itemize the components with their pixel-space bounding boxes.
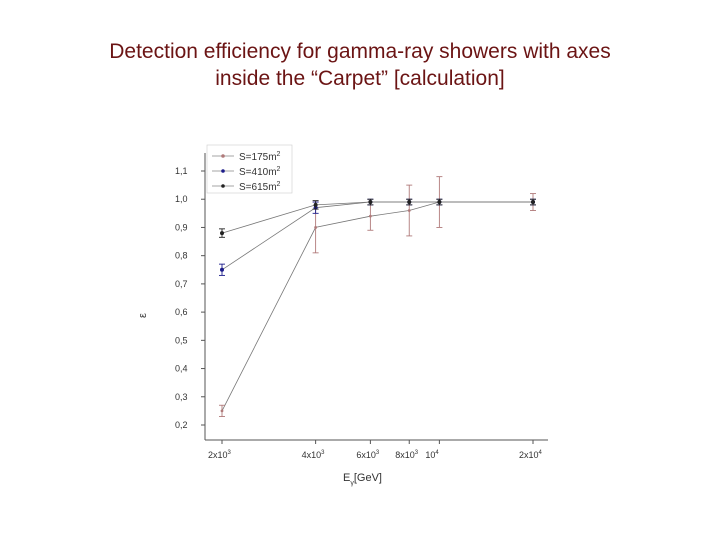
data-point [407,200,412,205]
y-tick-label: 0,2 [175,420,188,430]
legend-label: S=615m2 [239,181,281,193]
series-line [221,201,533,271]
legend-label-name: S=175m [239,152,277,163]
x-tick-label-base: 2x10 [519,450,539,460]
data-point [437,200,442,205]
data-point [313,202,318,207]
legend-marker [221,154,225,158]
data-point [531,200,535,205]
y-tick-label: 0,4 [175,364,188,374]
x-tick-label-base: 10 [425,450,435,460]
legend-label-sup: 2 [277,181,281,188]
x-tick-label: 104 [425,450,439,460]
legend-label: S=175m2 [239,151,281,163]
x-tick-label-exp: 3 [228,450,232,456]
x-tick-label-base: 2x10 [208,450,228,460]
series-3 [219,198,536,238]
x-axis-label-sub: γ [350,480,354,487]
x-tick-label: 6x103 [356,450,380,460]
y-tick-label: 0,5 [175,335,188,345]
data-point [220,231,224,236]
title-line-1: Detection efficiency for gamma-ray showe… [109,40,611,63]
x-tick-label-exp: 3 [376,450,380,456]
data-point [220,409,224,413]
legend-label-sup: 2 [277,151,281,158]
legend-box [206,144,293,194]
data-point [220,267,224,272]
legend-label: S=410m2 [239,166,281,178]
y-tick-label: 0,8 [175,251,188,261]
series-line [221,201,533,412]
slide-title: Detection efficiency for gamma-ray showe… [40,38,680,92]
legend-label-sup: 2 [277,166,281,173]
legend-label-name: S=410m [239,167,277,178]
legend-marker [221,169,225,173]
data-point [314,226,318,229]
y-tick-label: 1,1 [175,166,188,176]
y-tick-label: 0,9 [175,222,188,232]
legend-label-name: S=615m [239,182,277,193]
series-2 [219,198,536,276]
x-axis-label: Eγ[GeV] [343,472,382,487]
x-axis-label-unit: [GeV] [354,472,382,484]
x-tick-label-base: 8x10 [395,450,415,460]
x-ticks: 2x103 4x103 6x103 8x103 104 2x104 [208,440,543,460]
x-tick-label-base: 6x10 [356,450,376,460]
y-tick-label: 0,6 [175,307,188,317]
title-line-2: inside the “Carpet” [calculation] [215,67,505,90]
y-tick-label: 1,0 [175,194,188,204]
x-tick-label: 4x103 [302,450,326,460]
x-tick-label-exp: 4 [539,450,543,456]
y-axis-label: ε [137,313,149,318]
y-tick-label: 0,7 [175,279,188,289]
x-tick-label: 2x103 [208,450,232,460]
series-layer [219,176,536,417]
data-point [407,209,411,212]
data-point [368,200,373,205]
series-1 [219,176,536,417]
y-tick-label: 0,3 [175,392,188,402]
x-tick-label: 8x103 [395,450,419,460]
x-axis-label-main: E [343,472,350,484]
y-ticks: 0,2 0,3 0,4 0,5 0,6 0,7 0,8 0,9 1,0 1,1 [175,166,205,430]
x-tick-label-exp: 4 [435,450,439,456]
x-tick-label-exp: 3 [321,450,325,456]
data-point [368,214,372,218]
x-tick-label-exp: 3 [415,450,419,456]
legend-marker [221,184,225,188]
x-tick-label-base: 4x10 [302,450,322,460]
series-line [221,201,533,234]
x-tick-label: 2x104 [519,450,543,460]
